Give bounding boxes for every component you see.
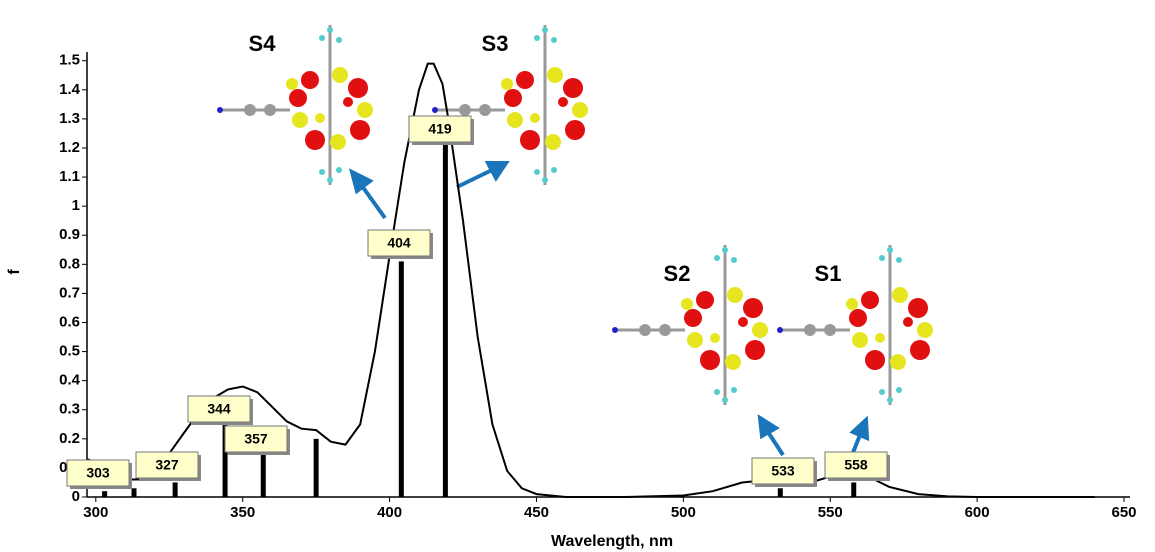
transition-line (314, 439, 319, 497)
y-tick-label: 1.2 (59, 139, 80, 156)
transition-label: 344 (188, 396, 253, 425)
label-text: 327 (155, 457, 179, 473)
transition-line (102, 491, 107, 497)
annotation: S1 (815, 261, 842, 286)
x-tick-label: 300 (83, 504, 108, 521)
y-tick-label: 0.4 (59, 372, 81, 389)
annotation: S4 (249, 31, 277, 56)
y-tick-label: 0.8 (59, 255, 80, 272)
y-tick-label: 0.2 (59, 430, 80, 447)
x-tick-label: 650 (1111, 504, 1136, 521)
y-tick-label: 1.1 (59, 168, 80, 185)
transition-label: 303 (67, 460, 132, 489)
label-text: 419 (428, 121, 452, 137)
y-tick-label: 0.6 (59, 313, 80, 330)
x-axis-label: Wavelength, nm (551, 533, 673, 550)
annotation: S3 (482, 31, 509, 56)
transition-line (261, 453, 266, 497)
y-tick-label: 1.3 (59, 110, 80, 127)
chart: S4 S3 S2 S1 Wavelength, nm f 00.10.20.30… (0, 0, 1155, 552)
y-tick-label: 0.7 (59, 284, 80, 301)
molecule-image (432, 25, 588, 185)
transition-line (132, 488, 137, 497)
transition-line (851, 482, 856, 497)
transition-label: 533 (752, 458, 817, 487)
transition-label: 357 (225, 426, 290, 455)
arrows (352, 163, 867, 455)
y-tick-label: 0.9 (59, 226, 80, 243)
transition-line (778, 488, 783, 497)
y-tick-label: 0 (72, 488, 80, 505)
transition-label: 419 (409, 116, 474, 145)
molecule-image (777, 245, 933, 405)
label-text: 344 (207, 401, 231, 417)
transition-label: 327 (136, 452, 201, 481)
label-text: 303 (86, 465, 110, 481)
x-tick-label: 550 (818, 504, 843, 521)
x-tick-label: 500 (671, 504, 696, 521)
y-axis-label: f (6, 269, 23, 275)
x-tick-label: 450 (524, 504, 549, 521)
x-tick-label: 600 (965, 504, 990, 521)
label-text: 533 (771, 463, 795, 479)
transition-line (443, 122, 448, 497)
molecule-image (217, 25, 373, 185)
x-tick-label: 400 (377, 504, 402, 521)
transition-label: 558 (825, 452, 890, 481)
y-tick-label: 1 (72, 197, 80, 214)
annotation: S2 (664, 261, 691, 286)
y-tick-label: 1.5 (59, 52, 80, 69)
transition-line (173, 482, 178, 497)
label-text: 404 (387, 235, 411, 251)
y-tick-label: 1.4 (59, 81, 81, 98)
y-tick-label: 0.5 (59, 343, 80, 360)
x-tick-label: 350 (230, 504, 255, 521)
label-text: 357 (244, 431, 268, 447)
label-text: 558 (844, 457, 868, 473)
y-tick-label: 0.3 (59, 401, 80, 418)
transition-line (399, 261, 404, 497)
transition-label: 404 (368, 230, 433, 259)
